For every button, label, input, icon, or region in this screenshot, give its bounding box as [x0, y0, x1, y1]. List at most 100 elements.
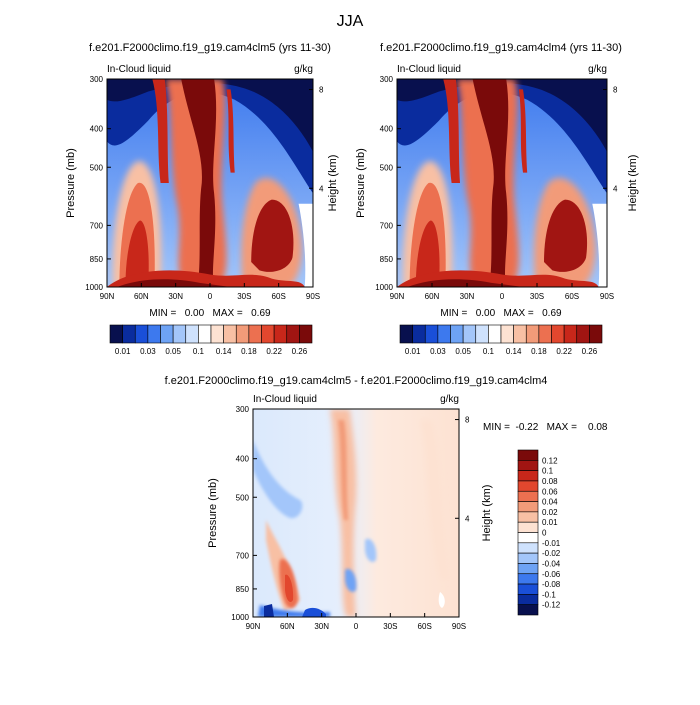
- contour-field: [107, 79, 313, 287]
- x-tick-label: 30N: [168, 292, 183, 301]
- y-tick-label: 500: [380, 163, 394, 172]
- colorbar-swatch: [551, 324, 565, 344]
- colorbar-label: 0.03: [430, 347, 446, 356]
- y-tick-label: 400: [90, 125, 104, 134]
- x-tick-label: 0: [354, 622, 359, 631]
- colorbar-swatch: [517, 449, 539, 461]
- x-tick-label: 60S: [418, 622, 432, 631]
- x-tick-label: 60N: [425, 292, 440, 301]
- colorbar-swatch: [517, 552, 539, 564]
- colorbar-label: 0.1: [542, 467, 554, 476]
- contour-field: [253, 409, 459, 617]
- colorbar-label: 0.06: [542, 487, 558, 496]
- colorbar-swatch: [172, 324, 187, 344]
- colorbar-label: 0.18: [241, 347, 257, 356]
- colorbar-swatch: [517, 460, 539, 471]
- colorbar-label: -0.01: [542, 539, 561, 548]
- x-tick-label: 60N: [134, 292, 149, 301]
- y-tick-label: 500: [236, 493, 250, 502]
- colorbar-swatch: [525, 324, 540, 344]
- panel-left-subtitle: In-Cloud liquid: [253, 394, 317, 405]
- colorbar-swatch: [517, 470, 539, 482]
- colorbar-label: 0.05: [455, 347, 471, 356]
- colorbar-swatch: [462, 324, 477, 344]
- colorbar-label: 0.05: [165, 347, 181, 356]
- colorbar-swatch: [517, 501, 539, 513]
- colorbar-label: 0.26: [292, 347, 308, 356]
- y-tick-label: 300: [380, 75, 394, 84]
- y-tick-label: 700: [236, 551, 250, 560]
- panel-right-subtitle: g/kg: [588, 64, 607, 75]
- x-tick-label: 90S: [452, 622, 466, 631]
- colorbar-swatch: [235, 324, 250, 344]
- colorbar-swatch: [412, 324, 426, 344]
- x-tick-label: 90S: [306, 292, 320, 301]
- colorbar-swatch: [134, 324, 149, 344]
- x-tick-label: 90N: [100, 292, 115, 301]
- colorbar-label: -0.12: [542, 601, 561, 610]
- colorbar-label: 0.12: [542, 456, 558, 465]
- colorbar-label: 0.14: [506, 347, 522, 356]
- colorbar-swatch: [450, 324, 464, 344]
- colorbar-swatch: [517, 604, 539, 616]
- colorbar-swatch: [399, 324, 413, 344]
- colorbar-swatch: [517, 532, 539, 544]
- colorbar-swatch: [223, 324, 237, 344]
- y-axis-right-label: Height (km): [327, 155, 339, 212]
- colorbar-swatch: [147, 324, 161, 344]
- panel-cam4clm4: f.e201.F2000climo.f19_g19.cam4clm4 (yrs …: [355, 42, 639, 356]
- colorbar-swatch: [517, 583, 539, 595]
- x-tick-label: 30S: [237, 292, 251, 301]
- colorbar-swatch: [538, 324, 552, 344]
- colorbar-label: 0.01: [115, 347, 131, 356]
- panel-title: f.e201.F2000climo.f19_g19.cam4clm5 (yrs …: [89, 42, 331, 54]
- colorbar-swatch: [185, 324, 199, 344]
- colorbar-swatch: [517, 563, 539, 575]
- colorbar-label: 0.1: [193, 347, 205, 356]
- y-axis-label: Pressure (mb): [65, 148, 77, 218]
- y-tick-label: 1000: [231, 613, 249, 622]
- colorbar-label: 0.26: [582, 347, 598, 356]
- colorbar-label: 0.01: [405, 347, 421, 356]
- colorbar-swatch: [517, 521, 539, 533]
- y-tick-label: 700: [380, 221, 394, 230]
- panel-difference: f.e201.F2000climo.f19_g19.cam4clm5 - f.e…: [165, 375, 608, 631]
- y-tick-label: 850: [380, 255, 394, 264]
- y-right-tick-label: 8: [465, 416, 470, 425]
- colorbar-swatch: [248, 324, 262, 344]
- colorbar-label: 0.04: [542, 498, 558, 507]
- y-tick-label: 400: [380, 125, 394, 134]
- colorbar-swatch: [437, 324, 451, 344]
- colorbar-label: -0.06: [542, 570, 561, 579]
- x-tick-label: 60N: [280, 622, 295, 631]
- colorbar-swatch: [286, 324, 300, 344]
- colorbar-label: 0.01: [542, 518, 558, 527]
- colorbar-swatch: [576, 324, 590, 344]
- x-tick-label: 0: [208, 292, 213, 301]
- y-right-tick-label: 4: [613, 184, 618, 193]
- colorbar-label: 0.22: [266, 347, 282, 356]
- colorbar-swatch: [109, 324, 123, 344]
- colorbar-label: -0.1: [542, 590, 556, 599]
- colorbar-swatch: [198, 324, 212, 344]
- colorbar-swatch: [122, 324, 136, 344]
- colorbar-label: 0.18: [531, 347, 547, 356]
- colorbar-swatch: [424, 324, 439, 344]
- colorbar-label: -0.02: [542, 549, 561, 558]
- x-tick-label: 90S: [600, 292, 614, 301]
- colorbar-swatch: [273, 324, 288, 344]
- y-axis-label: Pressure (mb): [207, 478, 219, 548]
- colorbar-label: 0: [542, 529, 547, 538]
- contour-field: [397, 79, 607, 287]
- panel-right-subtitle: g/kg: [294, 64, 313, 75]
- axes: 90N 60N 30N 0 30S 60S 90S 300 400 500 700 850 1000 8 4: [85, 75, 324, 301]
- x-tick-label: 30N: [460, 292, 475, 301]
- y-axis-label: Pressure (mb): [355, 148, 367, 218]
- colorbar-label: 0.22: [556, 347, 572, 356]
- colorbar-swatch: [500, 324, 514, 344]
- x-tick-label: 30N: [314, 622, 329, 631]
- x-tick-label: 60S: [565, 292, 579, 301]
- figure-title: JJA: [337, 13, 364, 30]
